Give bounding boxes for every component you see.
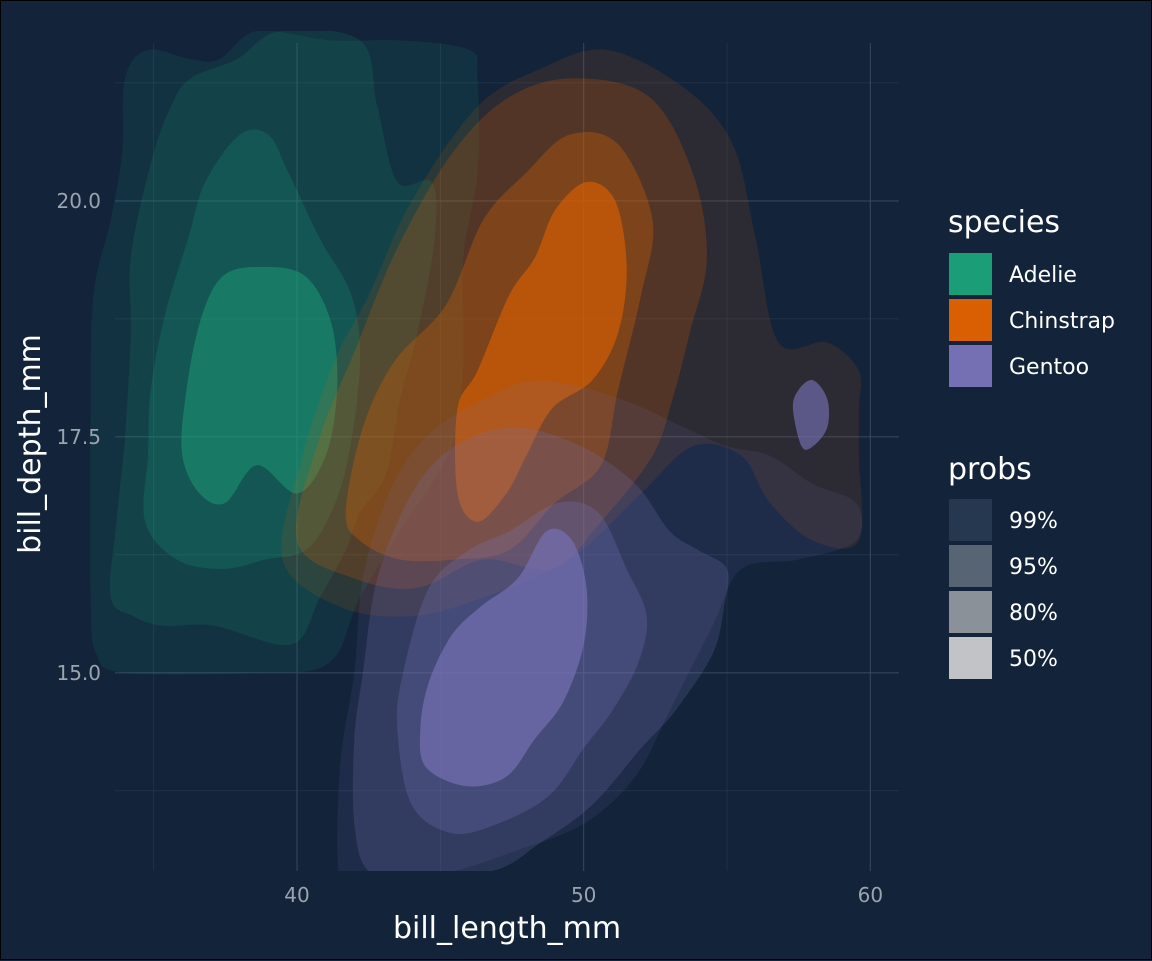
y-axis-title: bill_depth_mm — [13, 334, 48, 554]
gentoo-density-50pct — [419, 528, 588, 787]
density-contours — [90, 31, 863, 871]
x-axis-title: bill_length_mm — [393, 911, 621, 946]
y-tick-label: 17.5 — [56, 425, 101, 449]
adelie-density-50pct — [181, 267, 338, 505]
legend-key-probs — [949, 545, 992, 587]
legend-key-probs — [949, 637, 992, 679]
species-legend-title: species — [948, 205, 1060, 240]
legend-label-probs: 50% — [1009, 647, 1058, 672]
y-tick-label: 20.0 — [56, 189, 101, 213]
legend-key-chinstrap — [949, 299, 992, 341]
x-tick-label: 50 — [571, 883, 596, 907]
density-bands — [90, 31, 863, 871]
axes: 40 50 60 15.0 17.5 20.0 — [56, 189, 883, 907]
legend-label-gentoo: Gentoo — [1009, 355, 1089, 380]
series-chinstrap — [281, 49, 863, 617]
y-tick-label: 15.0 — [56, 661, 101, 685]
probs-legend-title: probs — [948, 452, 1032, 487]
x-tick-label: 60 — [858, 883, 883, 907]
legend-label-adelie: Adelie — [1009, 263, 1077, 288]
legend-key-gentoo — [949, 345, 992, 387]
series-gentoo — [337, 379, 863, 871]
legend-key-probs — [949, 591, 992, 633]
legend-label-chinstrap: Chinstrap — [1009, 309, 1115, 334]
legend-label-probs: 80% — [1009, 601, 1058, 626]
legend-key-probs — [949, 499, 992, 541]
chinstrap-density-50pct — [455, 181, 627, 522]
legend-key-adelie — [949, 253, 992, 295]
x-tick-label: 40 — [284, 883, 309, 907]
legend-label-probs: 99% — [1009, 509, 1058, 534]
species-legend: species Adelie Chinstrap Gentoo — [948, 205, 1115, 387]
series-adelie — [90, 31, 480, 675]
legend-label-probs: 95% — [1009, 555, 1058, 580]
gentoo-density-50pct — [792, 379, 830, 450]
probs-legend: probs 99% 95% 80% 50% — [948, 452, 1058, 679]
